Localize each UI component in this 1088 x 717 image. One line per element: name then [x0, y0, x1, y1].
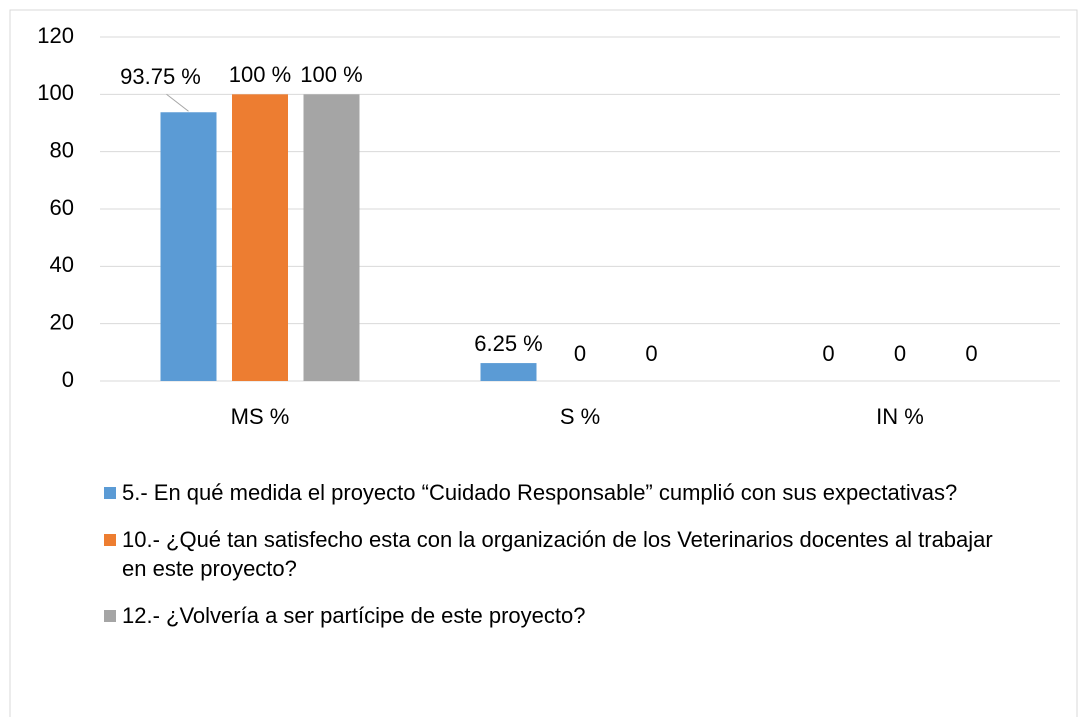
legend-item: 5.- En qué medida el proyecto “Cuidado R…: [104, 478, 1019, 507]
data-label: 0: [822, 341, 834, 366]
legend-label: 5.- En qué medida el proyecto “Cuidado R…: [122, 480, 958, 505]
chart-border: [9, 9, 1078, 717]
legend: 5.- En qué medida el proyecto “Cuidado R…: [104, 478, 1019, 648]
legend-item: 10.- ¿Qué tan satisfecho esta con la org…: [104, 525, 1019, 583]
bar: [160, 112, 217, 381]
legend-item: 12.- ¿Volvería a ser partícipe de este p…: [104, 601, 1019, 630]
data-label: 0: [645, 341, 657, 366]
legend-label: 12.- ¿Volvería a ser partícipe de este p…: [122, 603, 586, 628]
y-tick-label: 60: [50, 195, 74, 220]
leader-line: [166, 93, 189, 112]
x-tick-label: S %: [560, 404, 600, 429]
legend-swatch: [104, 610, 116, 622]
x-tick-label: MS %: [231, 404, 290, 429]
x-tick-label: IN %: [876, 404, 924, 429]
data-label: 100 %: [300, 62, 362, 87]
y-tick-label: 20: [50, 309, 74, 334]
y-tick-label: 100: [37, 80, 74, 105]
bar: [303, 94, 360, 381]
legend-swatch: [104, 487, 116, 499]
legend-swatch: [104, 534, 116, 546]
y-tick-label: 0: [62, 367, 74, 392]
data-label: 0: [894, 341, 906, 366]
y-tick-label: 40: [50, 252, 74, 277]
data-label: 0: [965, 341, 977, 366]
data-label: 93.75 %: [120, 64, 201, 89]
bar: [232, 94, 288, 381]
data-label: 0: [574, 341, 586, 366]
bar: [480, 363, 537, 381]
y-tick-label: 120: [37, 23, 74, 48]
data-label: 100 %: [229, 62, 291, 87]
legend-label: 10.- ¿Qué tan satisfecho esta con la org…: [122, 527, 993, 581]
data-label: 6.25 %: [474, 331, 543, 356]
y-tick-label: 80: [50, 137, 74, 162]
